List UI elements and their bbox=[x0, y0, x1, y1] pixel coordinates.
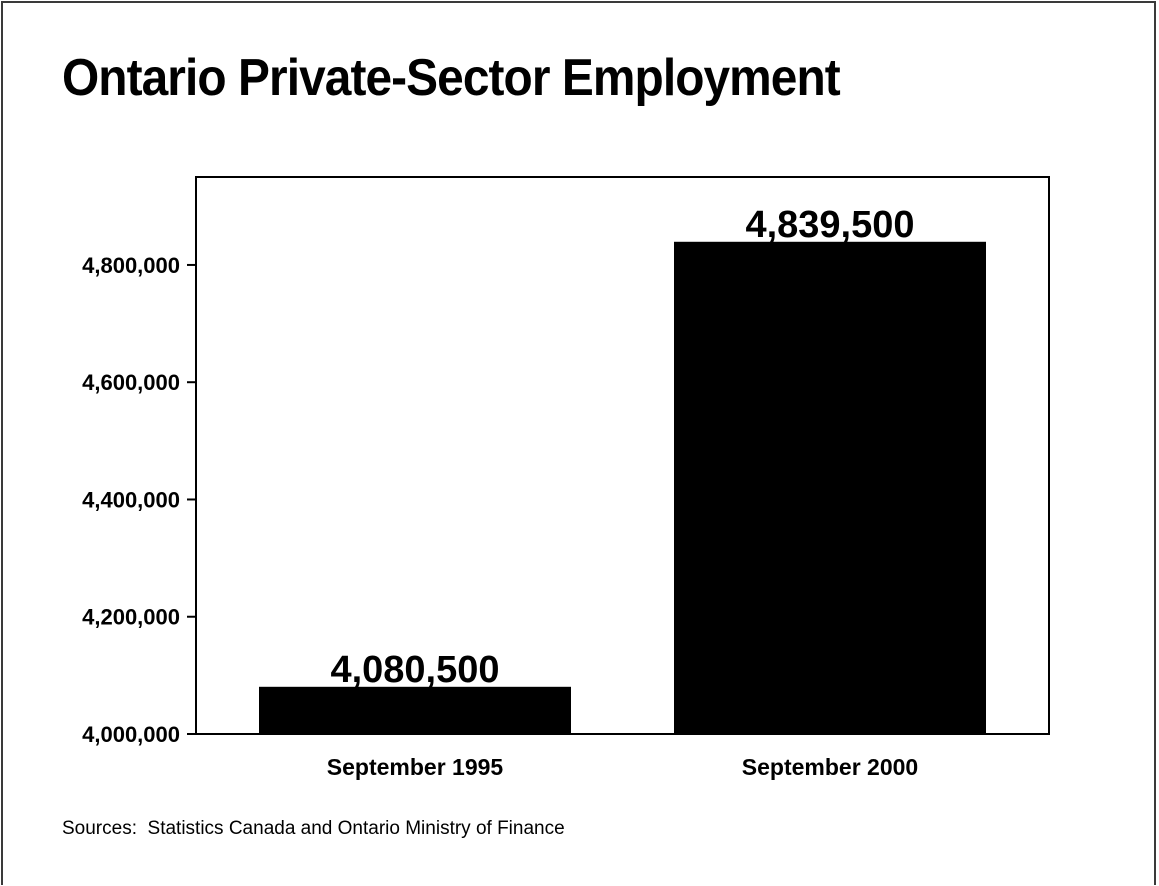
y-tick-label: 4,600,000 bbox=[82, 370, 180, 395]
chart-title: Ontario Private-Sector Employment bbox=[62, 49, 841, 107]
bar-value-label: 4,839,500 bbox=[745, 204, 914, 246]
bar-1 bbox=[259, 686, 571, 734]
x-axis: September 1995 September 2000 bbox=[327, 754, 918, 780]
y-tick-label: 4,200,000 bbox=[82, 605, 180, 630]
y-tick-label: 4,400,000 bbox=[82, 487, 180, 512]
source-note: Sources: Statistics Canada and Ontario M… bbox=[62, 818, 565, 839]
y-tick-label: 4,000,000 bbox=[82, 722, 180, 747]
x-category-label: September 2000 bbox=[742, 754, 918, 780]
y-axis: 4,000,000 4,200,000 4,400,000 4,600,000 4,80… bbox=[82, 253, 196, 747]
bar-2 bbox=[674, 241, 986, 734]
data-labels-group: 4,080,500 4,839,500 bbox=[330, 204, 914, 691]
bars-group bbox=[259, 241, 986, 734]
bar-value-label: 4,080,500 bbox=[330, 649, 499, 691]
x-category-label: September 1995 bbox=[327, 754, 504, 780]
y-tick-label: 4,800,000 bbox=[82, 253, 180, 278]
